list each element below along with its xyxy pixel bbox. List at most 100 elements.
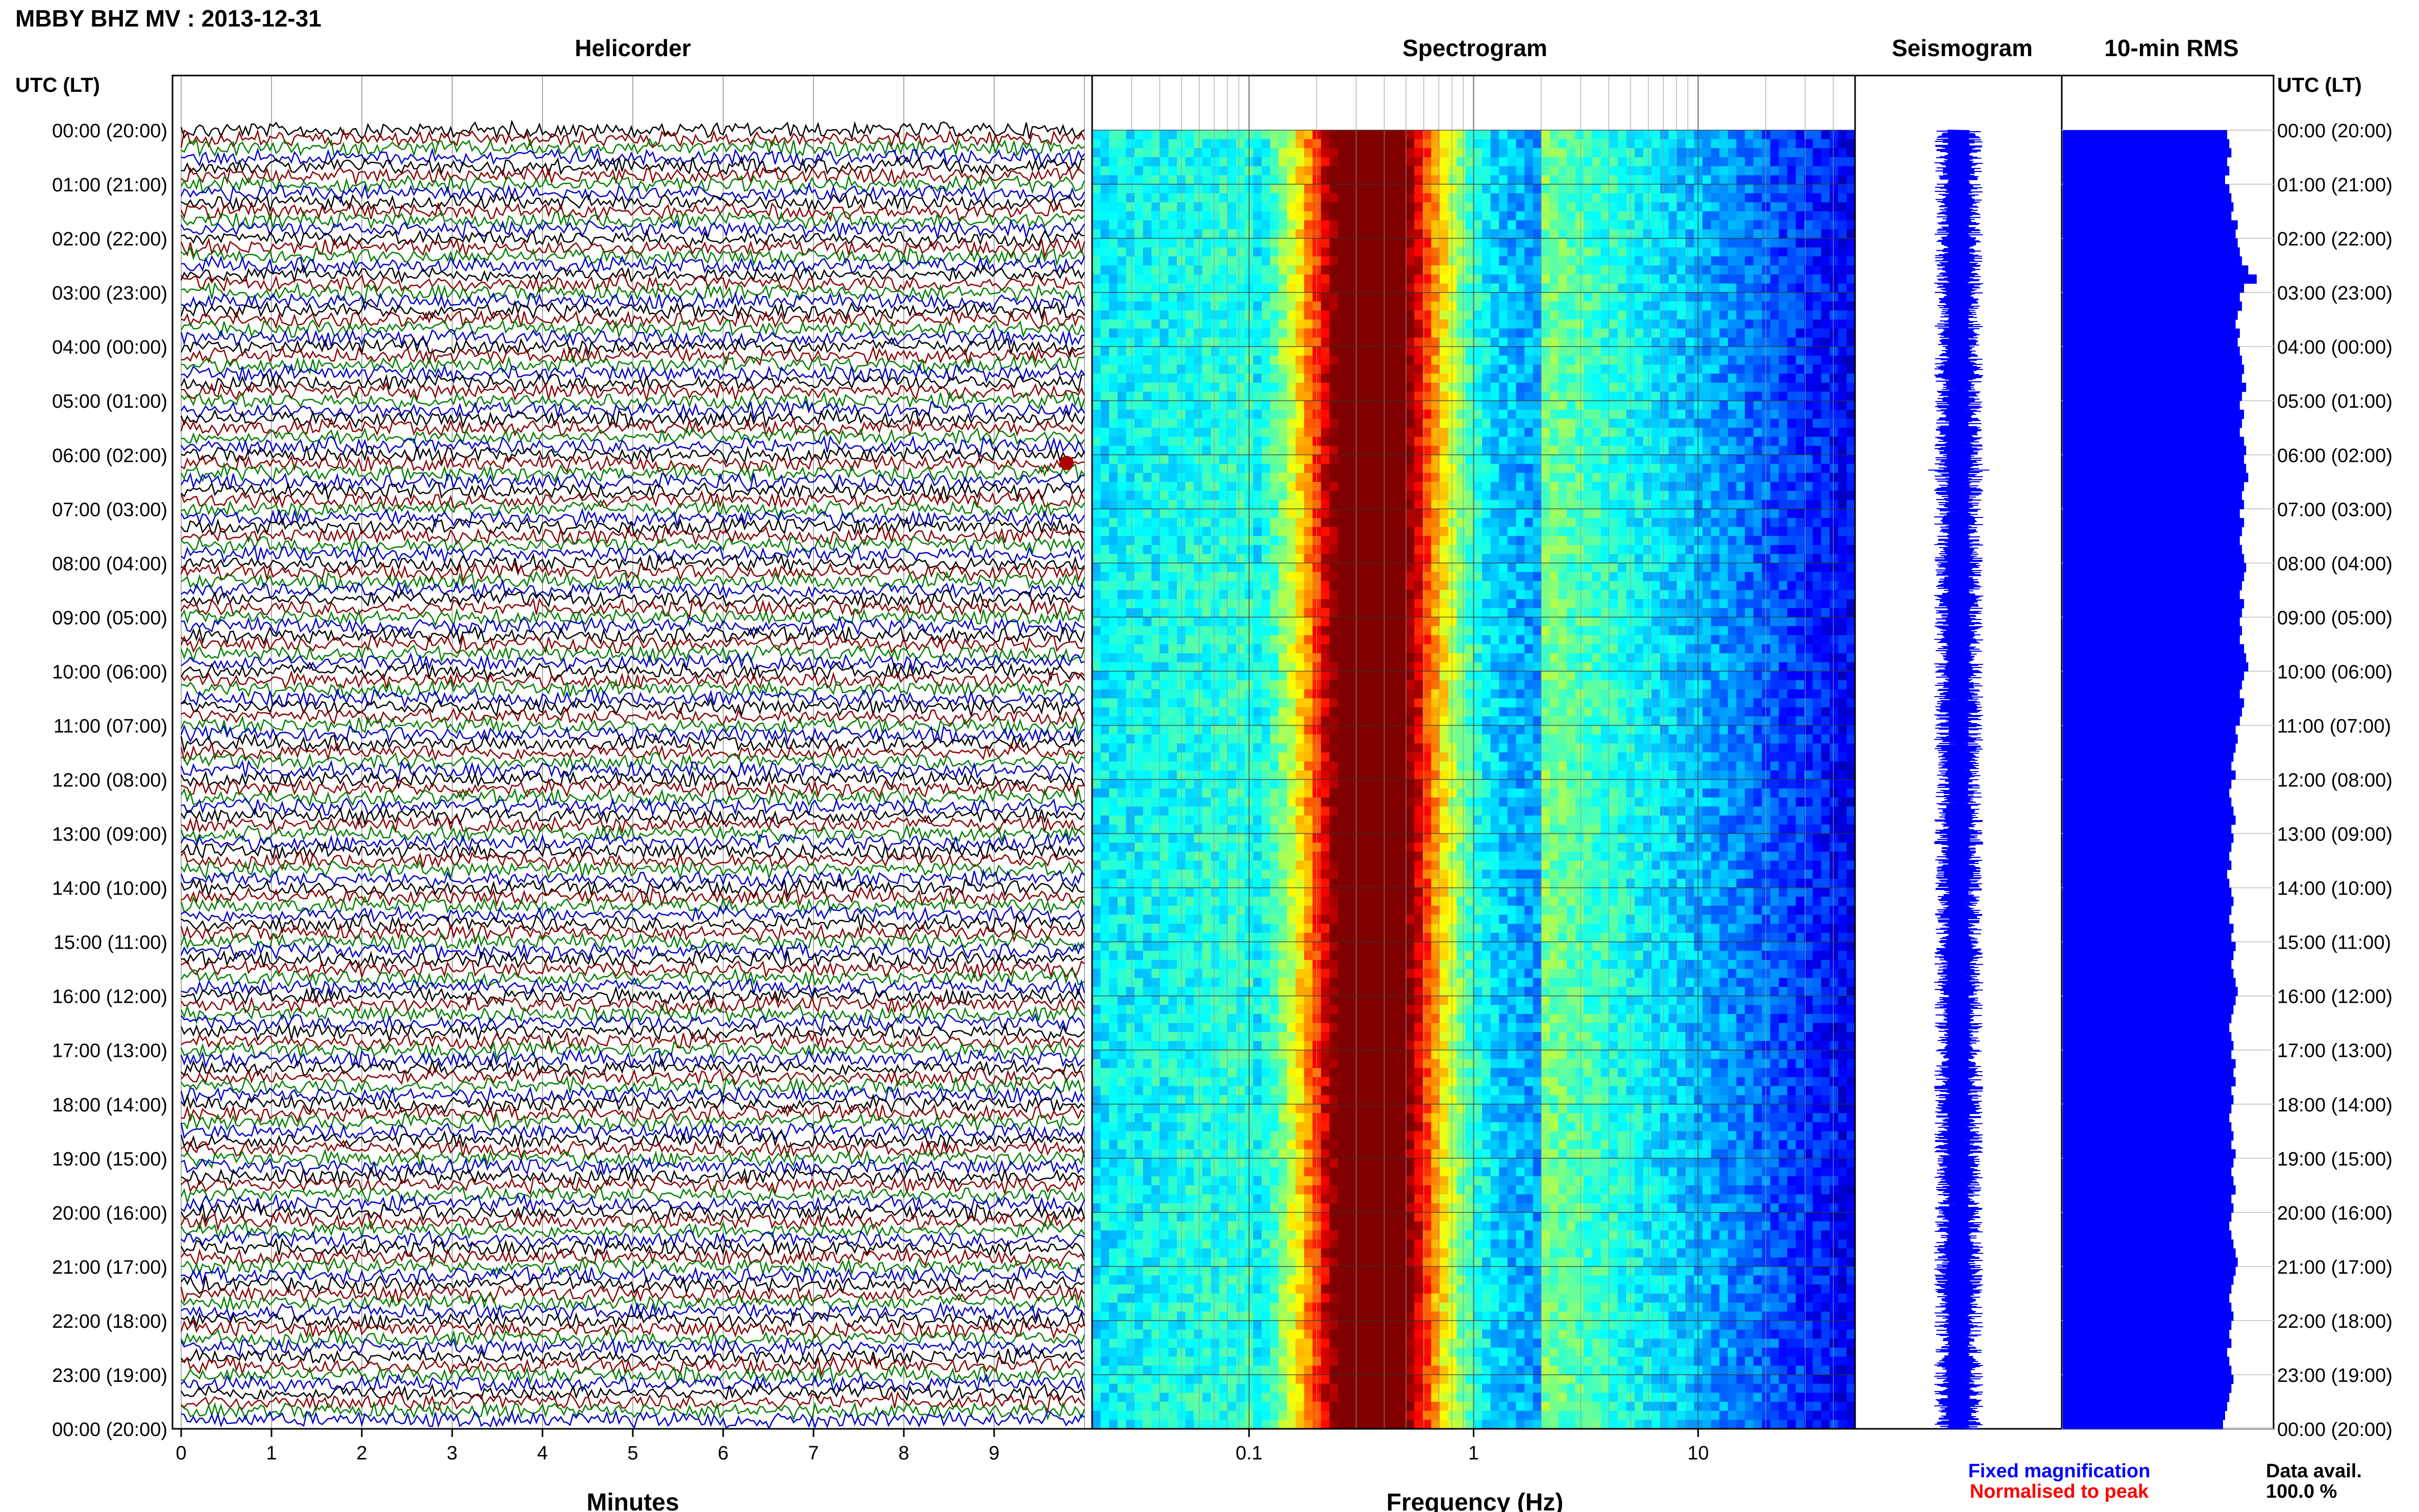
spectrogram-cell [1354, 256, 1364, 266]
spectrogram-cell [1270, 1329, 1279, 1339]
spectrogram-cell [1295, 1113, 1304, 1123]
spectrogram-cell [1126, 969, 1135, 978]
spectrogram-cell [1100, 1185, 1109, 1195]
spectrogram-cell [1092, 1149, 1101, 1159]
spectrogram-cell [1151, 418, 1161, 428]
spectrogram-cell [1354, 1410, 1364, 1420]
spectrogram-cell [1304, 806, 1313, 816]
spectrogram-cell [1109, 148, 1118, 158]
spectrogram-cell [1363, 969, 1372, 978]
spectrogram-cell [1143, 337, 1152, 347]
spectrogram-cell [1134, 193, 1144, 203]
spectrogram-cell [1227, 1410, 1237, 1420]
spectrogram-cell [1194, 319, 1203, 329]
spectrogram-cell [1321, 374, 1330, 383]
spectrogram-cell [1253, 1041, 1262, 1051]
spectrogram-cell [1202, 428, 1212, 437]
spectrogram-cell [1185, 1410, 1194, 1420]
spectrogram-cell [1185, 969, 1194, 978]
spectrogram-cell [1202, 1266, 1212, 1276]
spectrogram-cell [1321, 924, 1330, 933]
spectrogram-cell [1159, 806, 1169, 816]
spectrogram-cell [1278, 436, 1288, 447]
spectrogram-cell [1338, 1239, 1347, 1249]
spectrogram-cell [1236, 1410, 1245, 1420]
spectrogram-cell [1109, 436, 1118, 447]
spectrogram-cell [1117, 996, 1126, 1005]
spectrogram-cell [1168, 996, 1177, 1005]
spectrogram-cell [1092, 545, 1101, 555]
spectrogram-cell [1168, 436, 1177, 447]
spectrogram-cell [1134, 815, 1144, 825]
spectrogram-cell [1092, 490, 1101, 501]
spectrogram-cell [1117, 725, 1126, 735]
spectrogram-cell [1321, 445, 1330, 455]
helicorder-trace [180, 182, 1085, 204]
spectrogram-cell [1092, 815, 1101, 825]
spectrogram-cell [1295, 1402, 1304, 1411]
spectrogram-cell [1151, 824, 1161, 834]
spectrogram-cell [1109, 806, 1118, 816]
spectrogram-cell [1126, 626, 1135, 636]
spectrogram-cell [1363, 815, 1372, 825]
spectrogram-cell [1295, 409, 1304, 419]
spectrogram-cell [1134, 842, 1144, 852]
spectrogram-cell [1346, 184, 1355, 194]
spectrogram-cell [1159, 1023, 1169, 1032]
spectrogram-cell [1354, 1248, 1364, 1258]
spectrogram-cell [1363, 996, 1372, 1005]
spectrogram-cell [1329, 274, 1339, 284]
spectrogram-cell [1321, 734, 1330, 744]
spectrogram-cell [1202, 202, 1212, 212]
helicorder-trace [180, 1075, 1085, 1097]
spectrogram-cell [1194, 815, 1203, 825]
spectrogram-cell [1227, 1284, 1237, 1294]
spectrogram-cell [1168, 752, 1177, 762]
spectrogram-cell [1287, 1077, 1296, 1086]
spectrogram-cell [1100, 292, 1109, 302]
spectrogram-cell [1363, 283, 1372, 293]
spectrogram-cell [1321, 193, 1330, 203]
spectrogram-cell [1278, 1302, 1288, 1312]
spectrogram-cell [1211, 897, 1220, 906]
spectrogram-cell [1236, 698, 1245, 708]
spectrogram-cell [1134, 716, 1144, 726]
spectrogram-cell [1304, 1266, 1313, 1276]
spectrogram-cell [1253, 473, 1262, 482]
helicorder-trace [181, 912, 1085, 935]
spectrogram-cell [1227, 960, 1237, 970]
spectrogram-cell [1278, 247, 1288, 257]
spectrogram-cell [1304, 490, 1313, 501]
spectrogram-cell [1202, 1402, 1212, 1411]
spectrogram-cell [1092, 1221, 1101, 1231]
spectrogram-cell [1338, 193, 1347, 203]
spectrogram-cell [1295, 364, 1304, 374]
spectrogram-cell [1278, 1113, 1288, 1123]
spectrogram-cell [1354, 689, 1364, 699]
spectrogram-cell [1219, 626, 1228, 636]
spectrogram-cell [1092, 662, 1101, 672]
spectrogram-cell [1134, 554, 1144, 563]
helicorder-trace [181, 1112, 1085, 1133]
spectrogram-cell [1159, 1393, 1169, 1402]
spectrogram-cell [1304, 274, 1313, 284]
spectrogram-cell [1143, 743, 1152, 753]
spectrogram-cell [1253, 337, 1262, 347]
spectrogram-cell [1151, 653, 1161, 663]
spectrogram-cell [1321, 1257, 1330, 1267]
spectrogram-cell [1354, 364, 1364, 374]
spectrogram-cell [1202, 689, 1212, 699]
spectrogram-cell [1304, 725, 1313, 735]
spectrogram-cell [1287, 1176, 1296, 1186]
spectrogram-cell [1338, 824, 1347, 834]
spectrogram-cell [1227, 1329, 1237, 1339]
spectrogram-cell [1211, 1068, 1220, 1078]
spectrogram-cell [1253, 924, 1262, 933]
spectrogram-cell [1236, 887, 1245, 897]
spectrogram-cell [1253, 202, 1262, 212]
spectrogram-cell [1363, 238, 1372, 248]
spectrogram-cell [1143, 1059, 1152, 1069]
spectrogram-cell [1134, 1257, 1144, 1267]
spectrogram-cell [1159, 707, 1169, 717]
spectrogram-cell [1304, 924, 1313, 933]
